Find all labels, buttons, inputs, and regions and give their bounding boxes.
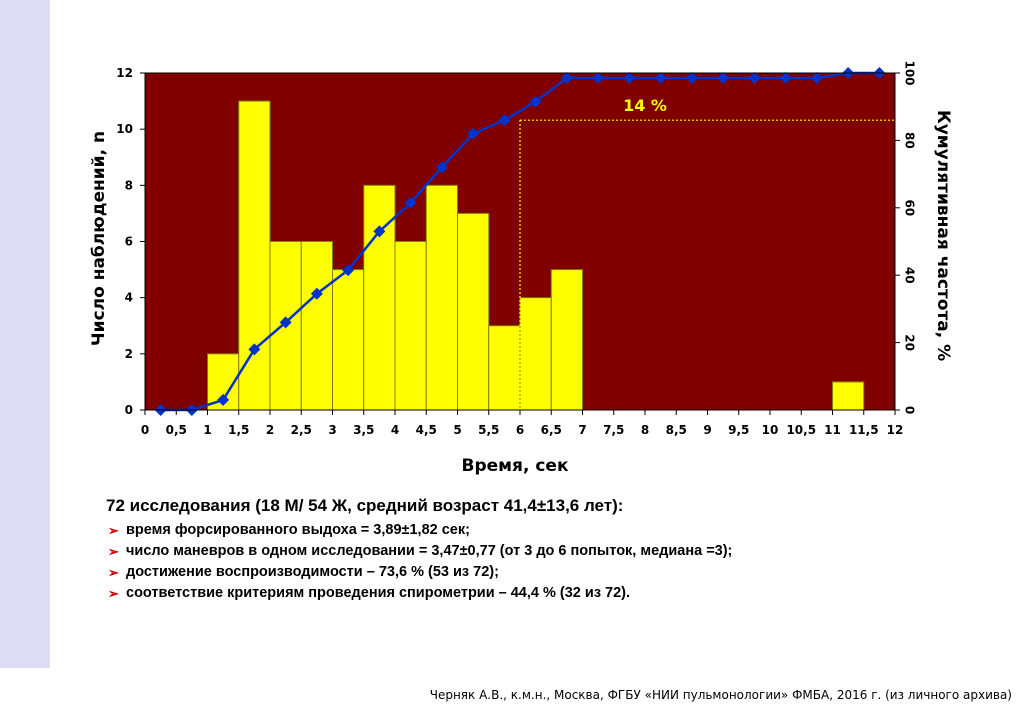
x-tick-label: 1 xyxy=(203,423,211,437)
histogram-bar xyxy=(332,269,365,411)
cumulative-point xyxy=(217,393,230,406)
list-item: ➢ достижение воспроизводимости – 73,6 % (… xyxy=(106,562,986,583)
cumulative-point xyxy=(810,72,823,85)
y2-tick-label: 20 xyxy=(903,334,917,351)
list-item: ➢ число маневров в одном исследовании = 3… xyxy=(106,541,986,562)
histogram-bar xyxy=(488,325,521,411)
x-tick-label: 8 xyxy=(641,423,649,437)
x-tick-label: 10,5 xyxy=(786,423,816,437)
histogram-bar xyxy=(832,381,865,411)
arrow-bullet-icon: ➢ xyxy=(108,565,119,580)
cumulative-point xyxy=(779,72,792,85)
histogram-bar xyxy=(550,269,583,411)
cumulative-point xyxy=(748,72,761,85)
y-tick-label: 6 xyxy=(125,235,133,249)
x-tick-label: 2,5 xyxy=(291,423,312,437)
study-summary: 72 исследования (18 М/ 54 Ж, средний воз… xyxy=(106,496,986,604)
cumulative-point xyxy=(435,161,448,174)
y2-tick-label: 80 xyxy=(903,132,917,149)
x-tick-label: 1,5 xyxy=(228,423,249,437)
cumulative-point xyxy=(248,343,261,356)
x-tick-label: 5,5 xyxy=(478,423,499,437)
x-tick-label: 0 xyxy=(141,423,149,437)
x-tick-label: 5 xyxy=(453,423,461,437)
arrow-bullet-icon: ➢ xyxy=(108,544,119,559)
x-tick-label: 6 xyxy=(516,423,524,437)
x-tick-label: 7 xyxy=(578,423,586,437)
histogram-bar xyxy=(300,241,333,411)
x-tick-label: 9 xyxy=(703,423,711,437)
arrow-bullet-icon: ➢ xyxy=(108,523,119,538)
arrow-bullet-icon: ➢ xyxy=(108,586,119,601)
side-panel xyxy=(0,0,50,668)
y-axis-label: Число наблюдений, n xyxy=(89,131,109,346)
cumulative-point xyxy=(685,72,698,85)
cumulative-point xyxy=(467,127,480,140)
annotation-label: 14 % xyxy=(623,96,667,115)
x-tick-label: 4 xyxy=(391,423,399,437)
x-tick-label: 3,5 xyxy=(353,423,374,437)
summary-list: ➢ время форсированного выдоха = 3,89±1,82… xyxy=(106,520,986,604)
y-tick-label: 10 xyxy=(116,122,133,136)
y2-tick-label: 0 xyxy=(903,406,917,414)
list-item: ➢ время форсированного выдоха = 3,89±1,82… xyxy=(106,520,986,541)
cumulative-point xyxy=(404,196,417,209)
y-tick-label: 12 xyxy=(116,66,133,80)
x-tick-label: 6,5 xyxy=(541,423,562,437)
y-tick-label: 2 xyxy=(125,347,133,361)
source-citation: Черняк А.В., к.м.н., Москва, ФГБУ «НИИ п… xyxy=(429,688,1012,702)
y2-tick-label: 40 xyxy=(903,267,917,284)
cumulative-point xyxy=(498,114,511,127)
histogram-bar xyxy=(238,100,271,411)
x-tick-label: 9,5 xyxy=(728,423,749,437)
x-tick-label: 10 xyxy=(762,423,779,437)
cumulative-point xyxy=(373,225,386,238)
histogram-bar xyxy=(363,184,396,411)
histogram-bar xyxy=(519,297,552,411)
x-tick-label: 7,5 xyxy=(603,423,624,437)
x-tick-label: 8,5 xyxy=(666,423,687,437)
x-tick-label: 0,5 xyxy=(166,423,187,437)
x-axis-label: Время, сек xyxy=(462,456,569,476)
y2-tick-label: 100 xyxy=(903,60,917,85)
x-tick-label: 3 xyxy=(328,423,336,437)
y-tick-label: 0 xyxy=(125,403,133,417)
x-tick-label: 4,5 xyxy=(416,423,437,437)
summary-title: 72 исследования (18 М/ 54 Ж, средний воз… xyxy=(106,496,624,515)
cumulative-point xyxy=(310,287,323,300)
cumulative-point xyxy=(654,72,667,85)
histogram-chart: 14 % 0 0,5 1 1,5 2 2,5 3 3,5 4 4,5 5 5,5 6 6,5 7 7,5 8 8,… xyxy=(89,60,953,476)
cumulative-point xyxy=(717,72,730,85)
x-tick-label: 11,5 xyxy=(849,423,879,437)
histogram-bar xyxy=(457,212,490,411)
y2-tick-label: 60 xyxy=(903,199,917,216)
cumulative-point xyxy=(623,72,636,85)
histogram-bar xyxy=(394,241,427,411)
cumulative-point xyxy=(279,316,292,329)
cumulative-point xyxy=(592,72,605,85)
cumulative-point xyxy=(529,95,542,108)
cumulative-point xyxy=(560,72,573,85)
x-tick-label: 12 xyxy=(887,423,904,437)
x-tick-label: 2 xyxy=(266,423,274,437)
y-tick-label: 4 xyxy=(125,291,133,305)
cumulative-point xyxy=(342,264,355,277)
y2-axis-label: Кумулятивная частота, % xyxy=(933,110,953,361)
x-tick-label: 11 xyxy=(824,423,841,437)
histogram-bar xyxy=(425,184,458,411)
list-item: ➢ соответствие критериям проведения спиро… xyxy=(106,583,986,604)
y-tick-label: 8 xyxy=(125,178,133,192)
